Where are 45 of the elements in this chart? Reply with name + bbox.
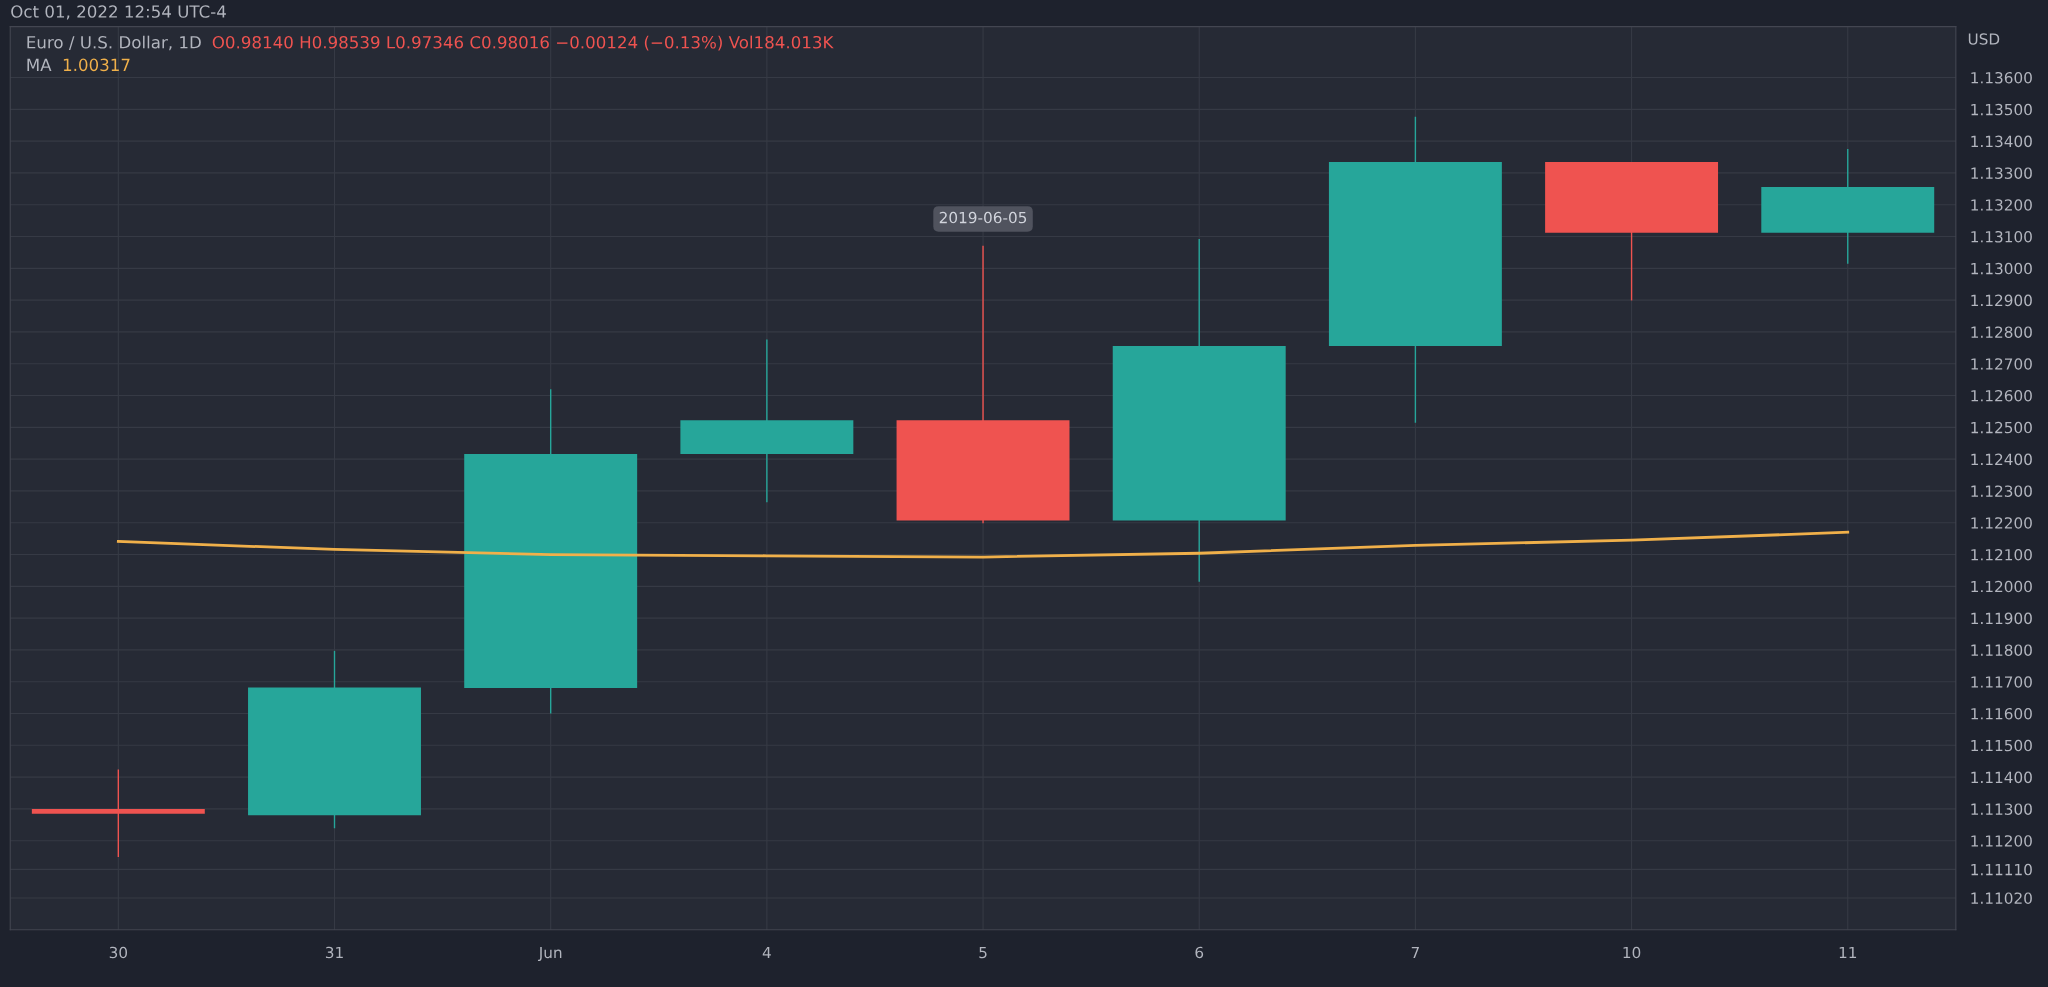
y-tick-label: 1.11800 [1971, 644, 2032, 656]
y-tick-label: 1.12600 [1971, 389, 2032, 402]
x-tick-label: 6 [1195, 946, 1204, 959]
y-tick-label: 1.13100 [1971, 230, 2032, 243]
y-tick-label: 1.12700 [1971, 358, 2032, 370]
x-tick-label: 11 [1839, 946, 1857, 959]
y-axis-title: USD [1968, 33, 2000, 45]
x-tick-label: 10 [1623, 946, 1641, 959]
text: Oct 01, 2022 12:54 UTC-4 [11, 5, 226, 20]
x-tick-label: 7 [1411, 946, 1419, 959]
y-tick-label: 1.11400 [1971, 771, 2032, 784]
y-tick-label: 1.11700 [1971, 676, 2032, 688]
y-tick-label: 1.12300 [1971, 485, 2032, 497]
y-tick-label: 1.12900 [1971, 294, 2032, 307]
y-tick-label: 1.11600 [1971, 707, 2032, 720]
x-tick-label: 4 [762, 946, 771, 959]
y-tick-label: 1.11020 [1971, 892, 2032, 904]
y-tick-label: 1.13000 [1971, 262, 2032, 275]
candlestick [31, 768, 205, 858]
x-tick-label: Jun [537, 946, 562, 962]
y-tick-label: 1.12400 [1971, 453, 2032, 466]
y-tick-label: 1.13500 [1971, 103, 2032, 116]
y-tick-label: 1.13600 [1971, 71, 2032, 84]
y-tick-label: 1.12100 [1971, 548, 2032, 561]
x-tick-label: 5 [979, 946, 987, 959]
y-tick-label: 1.13200 [1971, 199, 2032, 211]
annotation: 1.00317 [63, 58, 130, 72]
chart-title: Euro / U.S. Dollar, 1D [27, 35, 201, 51]
y-tick-label: 1.12800 [1971, 326, 2032, 338]
y-tick-label: 1.12000 [1971, 580, 2032, 593]
line-series [116, 530, 1850, 559]
y-tick-label: 1.12200 [1971, 517, 2032, 529]
y-tick-label: 1.11900 [1971, 612, 2032, 625]
y-tick-label: 1.11500 [1971, 739, 2032, 752]
x-tick-label: 31 [325, 946, 343, 959]
y-tick-label: 1.11300 [1971, 803, 2032, 815]
y-tick-label: 1.12500 [1971, 421, 2032, 434]
annotation: O0.98140 H0.98539 L0.97346 C0.98016 −0.00124 (−0.13%) Vol184.013K [212, 35, 834, 51]
y-tick-label: 1.11200 [1971, 835, 2032, 847]
text: MA [27, 58, 52, 71]
x-tick-label: 30 [109, 946, 128, 959]
y-tick-label: 1.11110 [1971, 863, 2032, 876]
y-tick-label: 1.13400 [1971, 135, 2032, 148]
y-tick-label: 1.13300 [1971, 167, 2032, 179]
annotation: 2019-06-05 [939, 211, 1027, 224]
